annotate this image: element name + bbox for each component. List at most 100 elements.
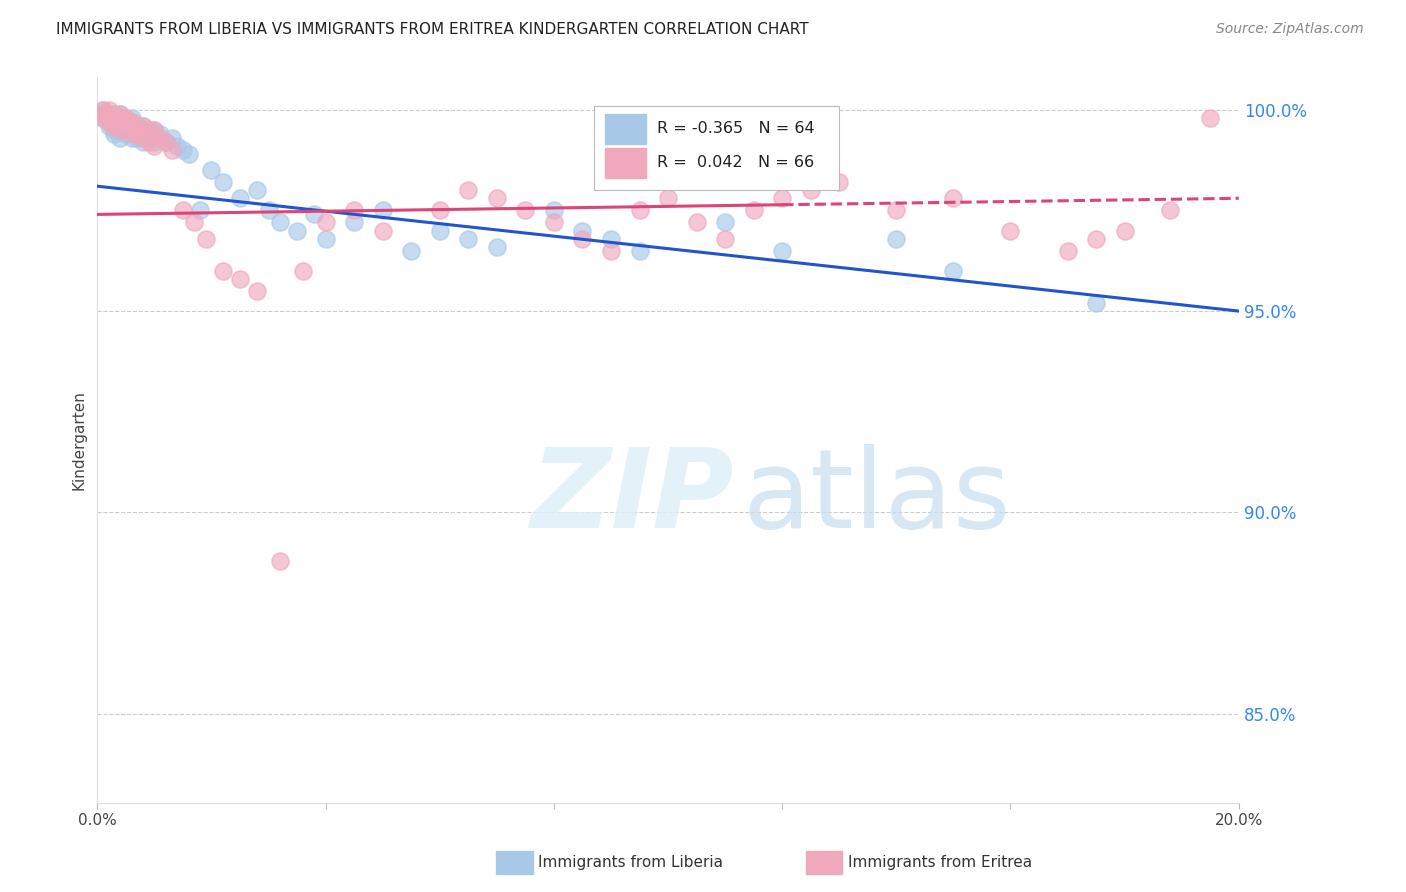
Point — [212, 264, 235, 278]
Point — [108, 111, 131, 125]
Point — [246, 284, 269, 298]
Point — [371, 223, 394, 237]
Text: ZIP: ZIP — [531, 444, 734, 551]
Point — [315, 231, 337, 245]
Point — [132, 119, 155, 133]
Point — [121, 114, 143, 128]
Point — [160, 131, 183, 145]
Point — [138, 123, 160, 137]
Text: IMMIGRANTS FROM LIBERIA VS IMMIGRANTS FROM ERITREA KINDERGARTEN CORRELATION CHAR: IMMIGRANTS FROM LIBERIA VS IMMIGRANTS FR… — [56, 22, 808, 37]
Point — [91, 106, 114, 120]
Point — [302, 207, 325, 221]
Point — [115, 111, 138, 125]
Point — [127, 119, 149, 133]
Point — [143, 123, 166, 137]
Point — [127, 123, 149, 137]
Point — [132, 135, 155, 149]
Point — [121, 111, 143, 125]
Text: R =  0.042   N = 66: R = 0.042 N = 66 — [657, 155, 814, 170]
Point — [543, 203, 565, 218]
Point — [149, 127, 172, 141]
Text: R = -0.365   N = 64: R = -0.365 N = 64 — [657, 121, 814, 136]
Point — [108, 123, 131, 137]
Point — [229, 191, 252, 205]
Point — [127, 131, 149, 145]
Point — [628, 203, 651, 218]
Point — [399, 244, 422, 258]
Point — [183, 215, 205, 229]
Point — [571, 231, 593, 245]
Point — [121, 114, 143, 128]
Point — [143, 123, 166, 137]
Point — [143, 135, 166, 149]
Point — [172, 203, 194, 218]
Point — [91, 111, 114, 125]
Point — [127, 119, 149, 133]
Point — [108, 114, 131, 128]
Point — [138, 123, 160, 137]
Point — [429, 223, 451, 237]
Point — [269, 215, 291, 229]
Point — [291, 264, 314, 278]
Point — [246, 183, 269, 197]
Point — [371, 203, 394, 218]
Point — [155, 135, 177, 149]
Point — [138, 135, 160, 149]
Point — [103, 119, 125, 133]
Point — [97, 111, 120, 125]
Point — [108, 106, 131, 120]
Point — [188, 203, 211, 218]
Point — [166, 139, 188, 153]
Point — [343, 203, 366, 218]
Point — [149, 131, 172, 145]
Text: Immigrants from Liberia: Immigrants from Liberia — [538, 855, 724, 870]
Point — [103, 111, 125, 125]
FancyBboxPatch shape — [606, 148, 647, 178]
FancyBboxPatch shape — [606, 113, 647, 145]
Point — [97, 114, 120, 128]
Point — [828, 175, 851, 189]
Point — [115, 119, 138, 133]
Point — [160, 143, 183, 157]
Point — [115, 114, 138, 128]
Point — [1085, 231, 1108, 245]
Point — [103, 119, 125, 133]
Point — [103, 114, 125, 128]
Point — [1056, 244, 1078, 258]
Point — [115, 123, 138, 137]
Point — [628, 244, 651, 258]
Point — [172, 143, 194, 157]
Point — [121, 119, 143, 133]
Point — [97, 111, 120, 125]
Point — [742, 203, 765, 218]
Text: atlas: atlas — [742, 444, 1011, 551]
Point — [108, 114, 131, 128]
Point — [91, 111, 114, 125]
Point — [543, 215, 565, 229]
Point — [103, 123, 125, 137]
Point — [942, 264, 965, 278]
Point — [132, 119, 155, 133]
Y-axis label: Kindergarten: Kindergarten — [72, 390, 86, 490]
Point — [132, 131, 155, 145]
Point — [97, 114, 120, 128]
Point — [714, 215, 737, 229]
Point — [429, 203, 451, 218]
Point — [155, 135, 177, 149]
Point — [121, 119, 143, 133]
Point — [103, 106, 125, 120]
Point — [485, 239, 508, 253]
Point — [138, 131, 160, 145]
Point — [457, 183, 479, 197]
Point — [229, 272, 252, 286]
Point — [108, 111, 131, 125]
Point — [457, 231, 479, 245]
Point — [770, 191, 793, 205]
Point — [1114, 223, 1136, 237]
Point — [942, 191, 965, 205]
Point — [91, 106, 114, 120]
Point — [770, 244, 793, 258]
Point — [485, 191, 508, 205]
Point — [800, 183, 823, 197]
Point — [285, 223, 308, 237]
